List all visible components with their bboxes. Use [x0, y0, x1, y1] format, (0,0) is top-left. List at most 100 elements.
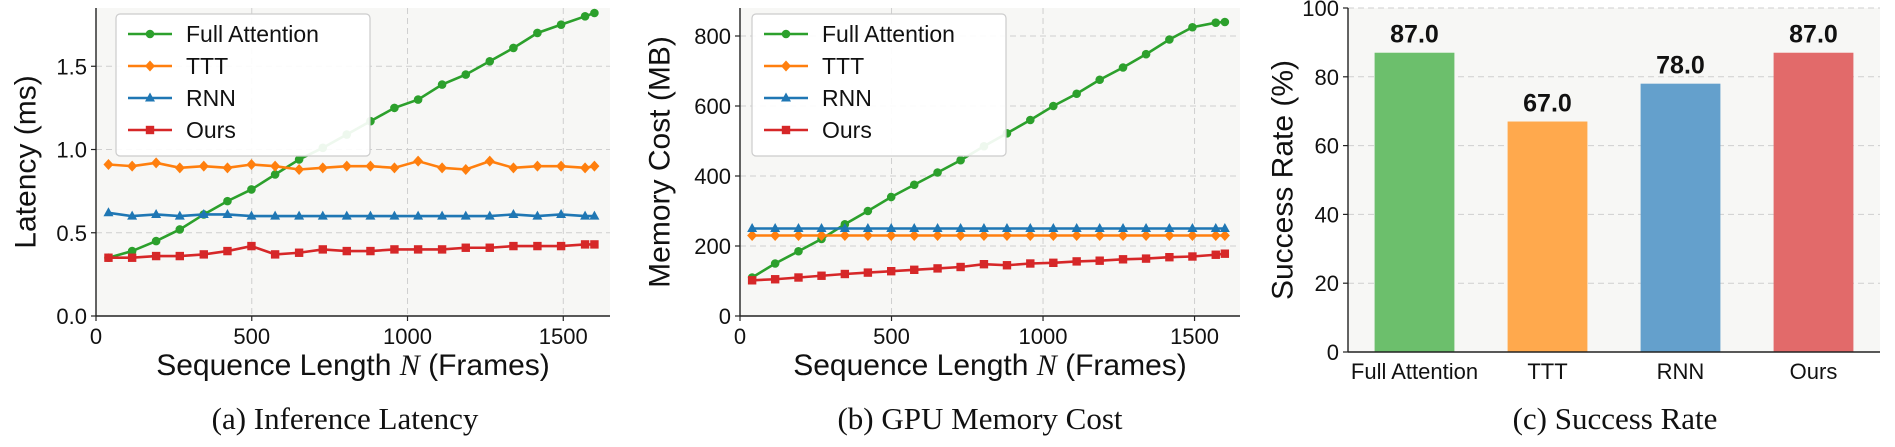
- data-point: [886, 192, 896, 202]
- series-line: [108, 211, 595, 218]
- data-point: [1072, 257, 1081, 266]
- data-point: [389, 162, 400, 174]
- legend-label: RNN: [822, 85, 872, 111]
- data-point: [1164, 223, 1175, 232]
- legend-marker: [145, 60, 155, 72]
- data-point: [1220, 249, 1230, 258]
- data-point: [910, 265, 919, 274]
- x-axis-label-prefix: Sequence Length: [156, 349, 400, 382]
- data-point: [127, 160, 138, 172]
- data-point: [103, 158, 114, 170]
- data-point: [932, 230, 943, 241]
- series-rnn: [747, 223, 1230, 232]
- success-rate-chart: 87.0 67.0 78.0 87.0 Full Attention TTT RNN Our…: [1267, 0, 1880, 436]
- data-point: [532, 160, 543, 172]
- data-point: [887, 267, 896, 276]
- data-point: [1026, 259, 1035, 268]
- legend: Full Attention TTT RNN Ours: [751, 13, 1007, 157]
- data-label: 87.0: [1390, 21, 1439, 49]
- legend-item-ttt: TTT: [764, 53, 864, 79]
- data-point: [127, 246, 137, 256]
- x-axis-label-variable: N: [399, 349, 422, 382]
- data-point: [839, 230, 850, 241]
- data-point: [1188, 252, 1197, 261]
- y-tick-label: 0.0: [56, 304, 87, 329]
- legend-item-rnn: RNN: [764, 85, 872, 111]
- data-label: 67.0: [1523, 90, 1572, 118]
- data-point: [589, 210, 600, 220]
- y-tick-label: 200: [694, 234, 731, 259]
- data-point: [1219, 230, 1230, 241]
- data-point: [294, 163, 305, 175]
- data-point: [532, 210, 543, 220]
- data-point: [1210, 230, 1221, 241]
- data-point: [840, 269, 850, 279]
- legend-item-ttt: TTT: [128, 53, 228, 79]
- legend-item-rnn: RNN: [128, 85, 236, 111]
- x-tick-label: 1500: [1170, 324, 1219, 349]
- data-point: [223, 246, 232, 256]
- data-point: [222, 162, 233, 174]
- data-point: [1118, 63, 1128, 72]
- data-point: [590, 240, 599, 249]
- data-point: [770, 223, 781, 232]
- bar-group-ttt: 67.0: [1507, 90, 1588, 353]
- data-point: [556, 241, 566, 251]
- data-point: [863, 206, 873, 216]
- data-point: [556, 160, 567, 172]
- data-point: [151, 157, 162, 169]
- data-point: [955, 230, 966, 241]
- data-point: [294, 155, 304, 164]
- y-tick-label: 60: [1315, 134, 1339, 159]
- memory-chart: 0 500 1000 1500 0 200 400 600 800 Memory Cost (M…: [644, 8, 1240, 436]
- data-point: [437, 210, 448, 220]
- data-point: [151, 251, 161, 261]
- bar-group-rnn: 78.0: [1640, 52, 1721, 353]
- data-point: [1164, 230, 1175, 241]
- data-point: [1118, 230, 1129, 241]
- legend-label: Ours: [822, 117, 872, 143]
- data-point: [341, 160, 352, 172]
- data-point: [199, 250, 208, 259]
- data-point: [509, 43, 518, 53]
- data-point: [1048, 230, 1059, 241]
- data-point: [103, 207, 114, 217]
- data-point: [175, 251, 184, 261]
- series-ttt: [747, 230, 1230, 241]
- bar-group-full-attention: 87.0: [1374, 21, 1455, 352]
- data-point: [390, 103, 399, 113]
- series-rnn: [103, 207, 600, 220]
- data-point: [485, 56, 495, 66]
- data-point: [1094, 223, 1105, 232]
- data-point: [1095, 75, 1104, 85]
- y-tick-label: 40: [1315, 202, 1339, 227]
- data-point: [294, 210, 305, 220]
- data-point: [413, 95, 423, 104]
- x-tick-label: Ours: [1790, 359, 1838, 384]
- x-axis-label: Sequence Length N (Frames): [156, 349, 550, 382]
- y-tick-label: 0: [719, 304, 731, 329]
- data-point: [1049, 258, 1058, 267]
- data-point: [580, 210, 591, 220]
- legend-marker: [145, 92, 155, 102]
- legend-label: Full Attention: [186, 21, 319, 47]
- data-point: [770, 230, 781, 241]
- data-point: [1025, 230, 1036, 241]
- data-point: [1141, 223, 1152, 232]
- data-point: [770, 275, 780, 284]
- data-point: [580, 162, 591, 174]
- x-tick-label: Full Attention: [1351, 359, 1478, 384]
- data-point: [909, 223, 920, 232]
- data-point: [886, 223, 897, 232]
- data-point: [978, 230, 989, 241]
- data-point: [1219, 223, 1230, 232]
- data-point: [533, 241, 542, 251]
- data-point: [104, 253, 113, 262]
- y-tick-label: 80: [1315, 65, 1339, 90]
- bar: [1773, 52, 1854, 352]
- data-point: [174, 162, 185, 174]
- series-ours: [747, 249, 1230, 285]
- data-point: [1025, 223, 1036, 232]
- data-point: [1187, 223, 1198, 232]
- data-point: [932, 223, 943, 232]
